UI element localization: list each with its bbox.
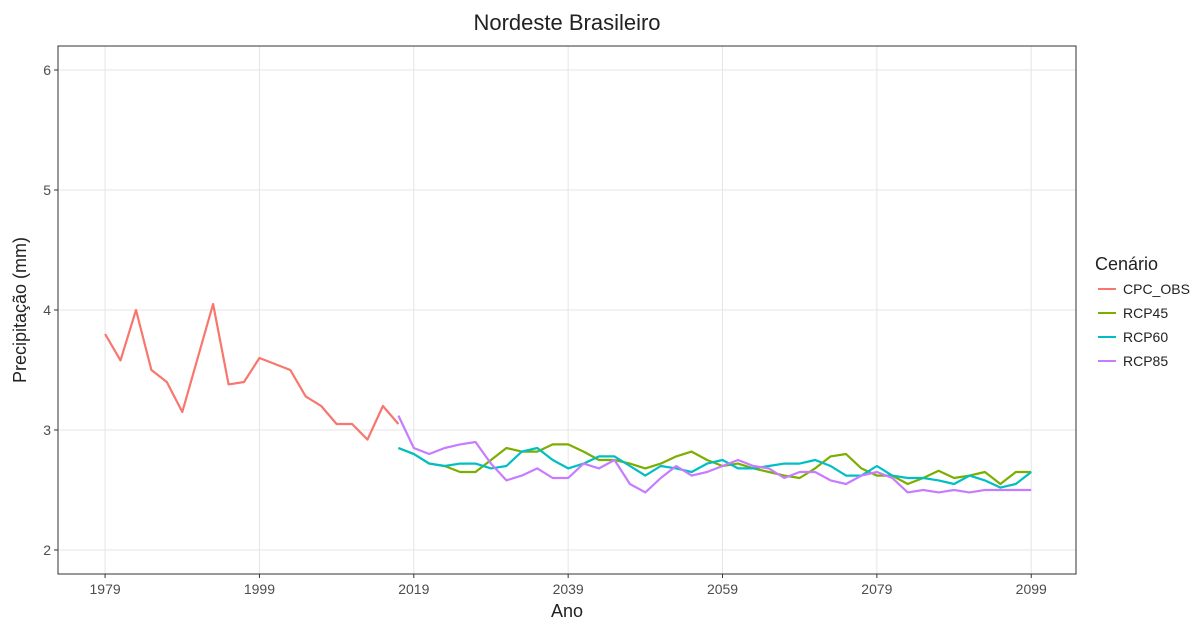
y-tick-label: 4 [43,302,51,318]
legend-title: Cenário [1095,254,1158,274]
plot-border [57,45,1077,575]
series-line [397,415,1032,494]
legend-label: RCP45 [1123,305,1168,321]
y-tick-label: 6 [43,62,51,78]
x-tick-label: 2079 [861,581,892,597]
y-tick-label: 2 [43,542,51,558]
y-tick-label: 5 [43,182,51,198]
x-tick-label: 2019 [398,581,429,597]
x-tick-label: 1979 [90,581,121,597]
series-line [104,302,400,441]
y-axis-label: Precipitação (mm) [10,237,30,383]
y-tick-label: 3 [43,422,51,438]
series-line [398,446,1032,489]
x-tick-label: 1999 [244,581,275,597]
chart-title: Nordeste Brasileiro [473,10,660,35]
x-tick-label: 2099 [1016,581,1047,597]
legend-label: RCP60 [1123,329,1168,345]
legend-label: RCP85 [1123,353,1168,369]
x-tick-label: 2059 [707,581,738,597]
x-tick-label: 2039 [553,581,584,597]
legend-label: CPC_OBS [1123,281,1190,297]
x-axis-label: Ano [551,601,583,621]
series-line [398,443,1032,486]
